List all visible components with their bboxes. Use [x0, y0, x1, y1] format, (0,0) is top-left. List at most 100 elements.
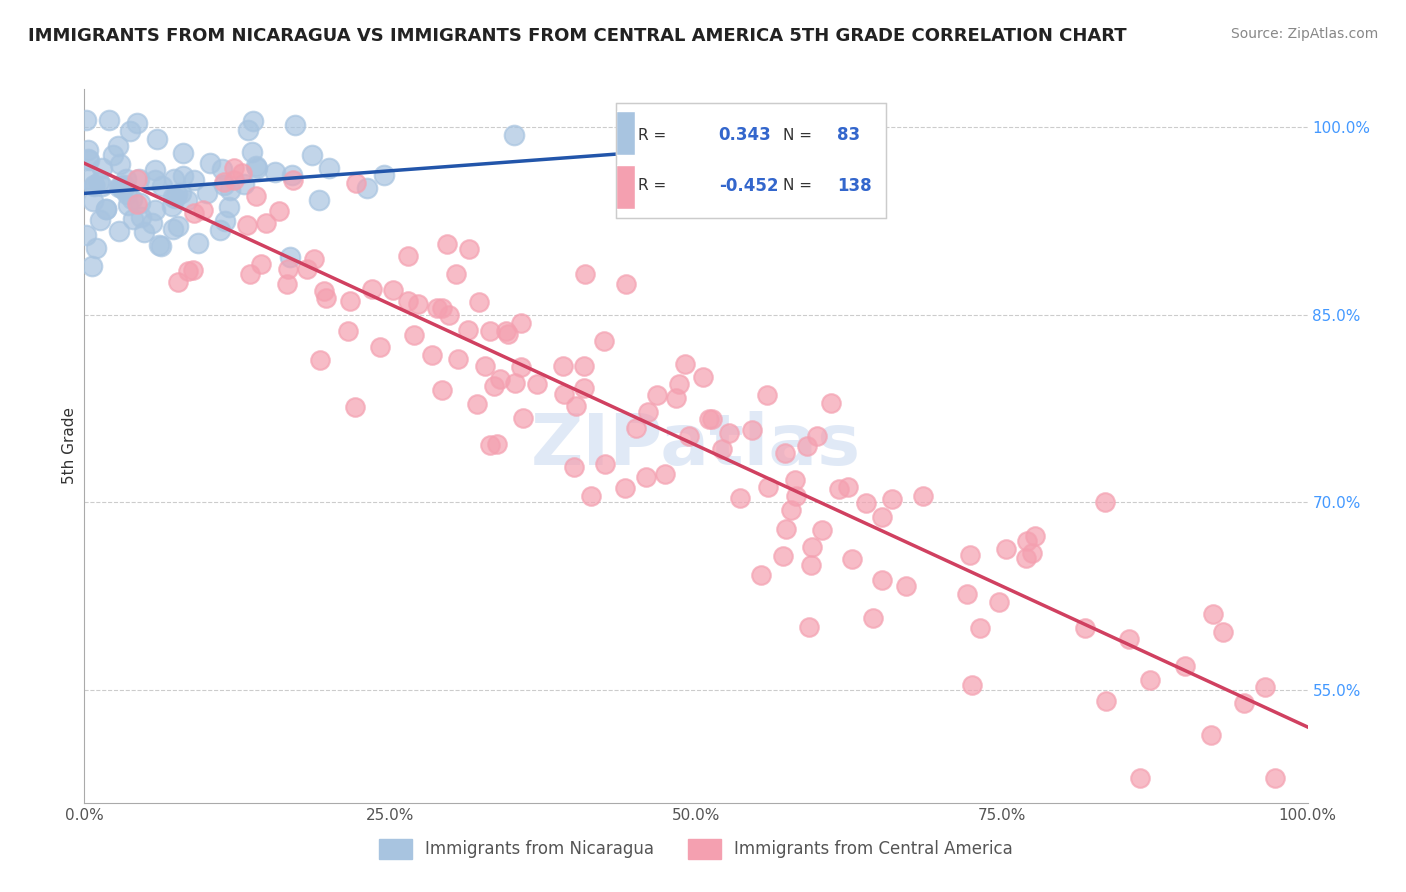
Point: [222, 161, 245, 175]
Point: [82, 194, 104, 208]
Point: [98, 113, 121, 128]
Point: [149, 238, 172, 252]
Point: [246, 161, 269, 175]
Point: [276, 277, 298, 291]
Point: [117, 198, 139, 212]
Point: [283, 173, 305, 187]
Point: [773, 445, 796, 459]
Point: [496, 326, 519, 341]
Point: [162, 222, 184, 236]
Point: [145, 131, 167, 145]
Point: [339, 294, 361, 309]
Point: [233, 177, 256, 191]
Point: [749, 568, 772, 582]
Point: [426, 301, 449, 316]
Point: [553, 387, 575, 401]
Point: [304, 252, 326, 267]
Point: [572, 381, 595, 395]
Point: [176, 193, 198, 207]
Point: [430, 384, 453, 398]
Point: [855, 496, 877, 510]
Point: [1094, 495, 1116, 509]
Point: [495, 324, 517, 338]
Point: [77, 153, 100, 168]
Point: [83, 179, 105, 194]
Point: [444, 268, 467, 282]
Point: [373, 168, 395, 182]
Point: [911, 489, 934, 503]
Point: [212, 178, 235, 193]
Point: [572, 359, 595, 373]
Point: [211, 162, 233, 177]
Point: [75, 227, 97, 242]
Point: [870, 510, 893, 524]
Point: [177, 264, 200, 278]
Point: [503, 376, 526, 390]
Point: [1095, 694, 1118, 708]
Point: [162, 190, 184, 204]
Point: [959, 548, 981, 562]
Point: [489, 371, 512, 385]
Point: [510, 359, 533, 374]
Point: [82, 259, 104, 273]
Point: [678, 429, 700, 443]
Point: [89, 175, 111, 189]
Point: [1202, 607, 1225, 622]
Point: [665, 391, 688, 405]
Point: [127, 197, 149, 211]
Point: [368, 340, 391, 354]
Point: [436, 236, 458, 251]
Point: [432, 301, 454, 315]
Point: [343, 401, 366, 415]
Point: [111, 179, 134, 194]
Point: [509, 316, 531, 330]
Point: [1233, 696, 1256, 710]
Point: [796, 439, 818, 453]
Point: [218, 201, 240, 215]
Point: [637, 405, 659, 419]
Point: [526, 376, 548, 391]
Point: [301, 148, 323, 162]
Point: [245, 189, 267, 203]
Point: [170, 186, 193, 201]
Point: [396, 249, 419, 263]
Point: [191, 203, 214, 218]
Point: [800, 558, 823, 573]
Point: [238, 123, 260, 137]
Point: [956, 587, 979, 601]
Point: [668, 376, 690, 391]
Point: [218, 183, 240, 197]
Point: [107, 180, 129, 194]
Point: [811, 523, 834, 537]
Point: [624, 421, 647, 435]
Point: [1264, 771, 1286, 785]
Point: [503, 128, 526, 142]
Text: IMMIGRANTS FROM NICARAGUA VS IMMIGRANTS FROM CENTRAL AMERICA 5TH GRADE CORRELATI: IMMIGRANTS FROM NICARAGUA VS IMMIGRANTS …: [28, 27, 1126, 45]
Point: [240, 145, 263, 160]
Point: [208, 223, 231, 237]
Point: [404, 327, 426, 342]
Point: [468, 295, 491, 310]
Point: [315, 291, 337, 305]
Point: [783, 473, 806, 487]
Point: [115, 186, 138, 201]
Point: [837, 480, 859, 494]
Point: [143, 173, 166, 187]
Point: [457, 323, 479, 337]
Point: [150, 179, 173, 194]
Point: [183, 263, 205, 277]
Point: [356, 180, 378, 194]
Point: [697, 412, 720, 426]
Point: [1014, 550, 1036, 565]
Point: [245, 159, 267, 173]
Point: [396, 293, 419, 308]
Point: [785, 489, 807, 503]
Point: [75, 113, 97, 128]
Point: [94, 202, 117, 216]
Point: [870, 573, 893, 587]
Point: [254, 216, 277, 230]
Point: [101, 148, 124, 162]
Point: [565, 399, 588, 413]
Point: [1254, 680, 1277, 694]
Point: [129, 196, 152, 211]
